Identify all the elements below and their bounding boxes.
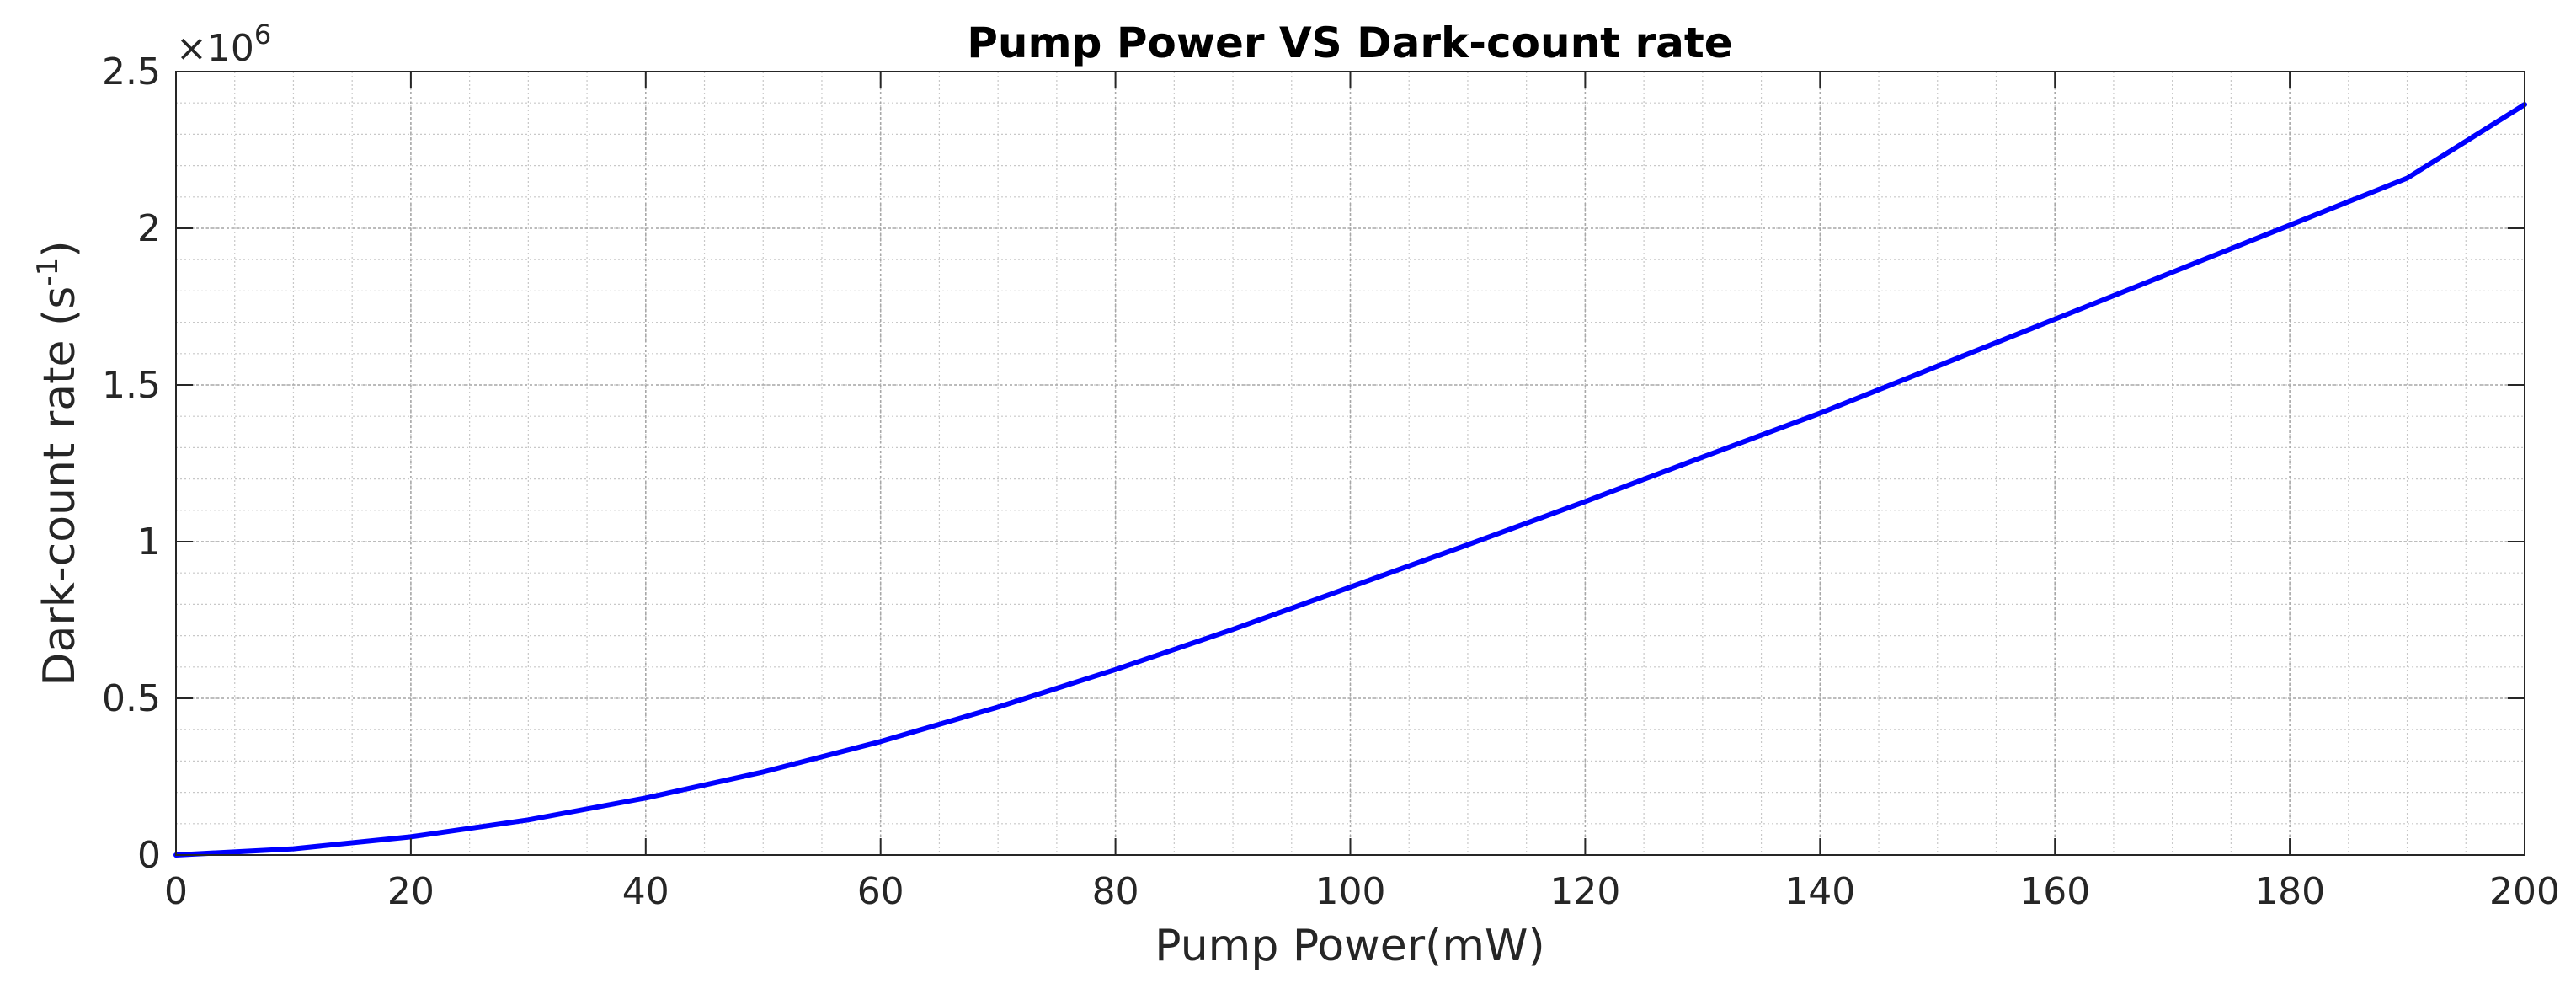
- y-tick-label: 1.5: [102, 364, 161, 407]
- x-tick-label: 160: [2019, 870, 2090, 913]
- y-axis-multiplier: ×106: [176, 19, 271, 70]
- y-tick-labels: 0 0.5 1 1.5 2 2.5: [102, 51, 161, 877]
- y-axis-label-superscript: -1: [31, 258, 65, 286]
- y-tick-label: 2.5: [102, 51, 161, 94]
- y-axis-label-close: ): [35, 240, 85, 257]
- x-tick-labels: 0 20 40 60 80 100 120 140 160 180 200: [164, 870, 2560, 913]
- y-axis-multiplier-base: ×10: [176, 27, 254, 70]
- x-tick-label: 80: [1092, 870, 1139, 913]
- y-tick-label: 1: [137, 521, 161, 564]
- x-tick-label: 140: [1784, 870, 1855, 913]
- x-tick-label: 180: [2254, 870, 2325, 913]
- y-tick-label: 0.5: [102, 677, 161, 720]
- x-tick-label: 60: [857, 870, 904, 913]
- y-tick-label: 0: [137, 834, 161, 877]
- x-tick-label: 100: [1315, 870, 1386, 913]
- x-tick-label: 200: [2489, 870, 2560, 913]
- series-layer: [173, 102, 2527, 858]
- y-axis-label-main: Dark-count rate (s: [35, 286, 85, 687]
- x-tick-label: 0: [164, 870, 188, 913]
- axis-ticks: [175, 71, 2525, 856]
- minor-grid: [175, 71, 2525, 856]
- x-axis-label: Pump Power(mW): [1155, 921, 1544, 971]
- y-axis-label: Dark-count rate (s-1): [31, 240, 85, 686]
- series-line: [173, 102, 2527, 858]
- x-tick-label: 20: [387, 870, 435, 913]
- y-tick-label: 2: [137, 207, 161, 250]
- chart-title: Pump Power VS Dark-count rate: [967, 19, 1732, 67]
- y-axis-multiplier-exponent: 6: [254, 19, 271, 51]
- x-tick-label: 120: [1549, 870, 1620, 913]
- x-tick-label: 40: [622, 870, 669, 913]
